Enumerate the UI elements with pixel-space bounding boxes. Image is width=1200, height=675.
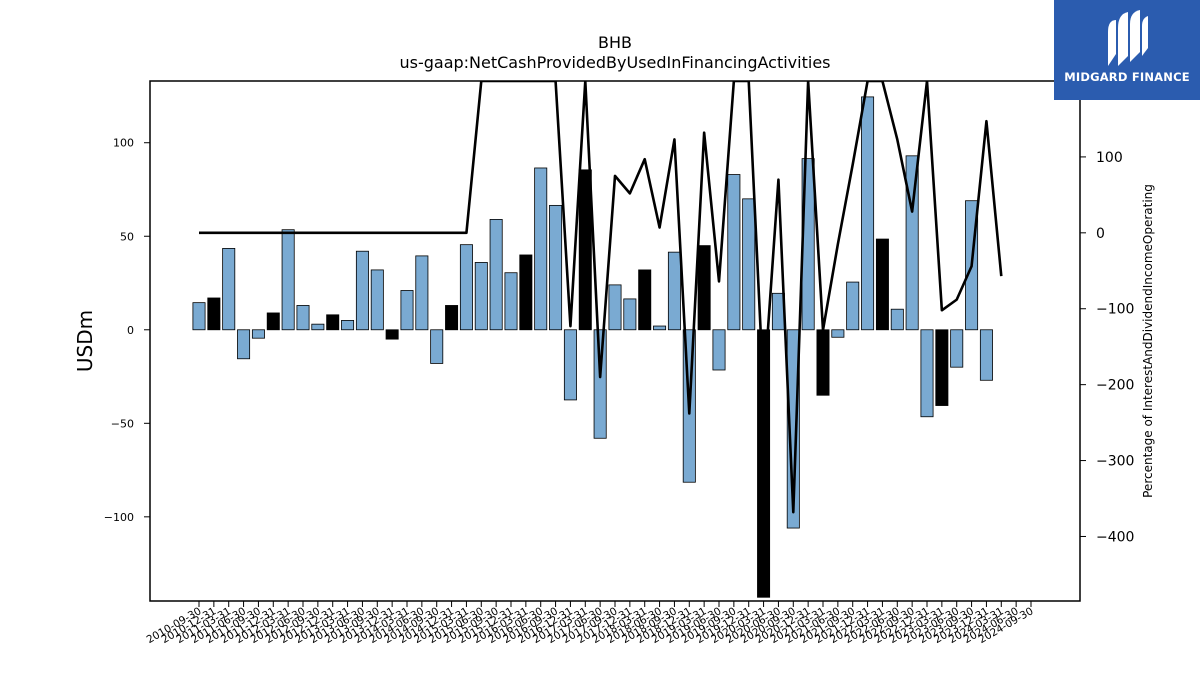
- bar: [489, 219, 503, 331]
- bar: [786, 329, 800, 529]
- bar: [638, 269, 652, 331]
- bar: [534, 167, 548, 331]
- bar: [861, 96, 875, 331]
- bar: [563, 329, 577, 401]
- bar: [370, 269, 384, 331]
- bar-series: [192, 96, 993, 598]
- chart-title: BHB: [598, 33, 632, 52]
- bar: [727, 174, 741, 331]
- x-axis: 2010-09-302010-12-312011-03-312011-06-30…: [145, 601, 1036, 646]
- bar: [251, 329, 265, 339]
- bar: [593, 329, 607, 439]
- y-axis-label: USDm: [73, 310, 97, 372]
- bar: [979, 329, 993, 381]
- secondary-y-axis: −400 −300 −200 −100 0 100: [1080, 150, 1134, 545]
- bar: [281, 229, 295, 331]
- bar: [890, 308, 904, 331]
- y2-tick-label: −200: [1096, 378, 1134, 394]
- bar: [296, 305, 310, 331]
- y2-tick-label: −400: [1096, 529, 1134, 545]
- bar: [816, 329, 830, 396]
- bar: [623, 298, 637, 331]
- bar: [549, 204, 563, 331]
- logo-mark-icon: [1108, 10, 1148, 66]
- bar: [445, 305, 459, 331]
- logo-text: MIDGARD FINANCE: [1064, 70, 1190, 84]
- y-tick-label: 0: [127, 324, 134, 337]
- bar: [578, 169, 592, 331]
- bar: [222, 248, 236, 331]
- line-series: [199, 81, 1003, 514]
- bar: [430, 329, 444, 364]
- y2-tick-label: −300: [1096, 454, 1134, 470]
- bar: [608, 284, 622, 331]
- bar: [950, 329, 964, 368]
- bar: [459, 244, 473, 331]
- bar: [237, 329, 251, 360]
- plot-frame: [149, 80, 1081, 602]
- chart-subtitle: us-gaap:NetCashProvidedByUsedInFinancing…: [399, 53, 830, 72]
- bar: [504, 272, 518, 331]
- bar: [207, 297, 221, 331]
- y2-tick-label: 0: [1096, 226, 1105, 242]
- bar: [415, 255, 429, 331]
- bar: [697, 245, 711, 331]
- bar: [653, 325, 667, 331]
- y-tick-label: 50: [120, 230, 134, 243]
- bar: [266, 312, 280, 331]
- bar: [875, 238, 889, 331]
- bar: [712, 329, 726, 371]
- line-path: [199, 81, 1003, 514]
- bar: [355, 250, 369, 331]
- bar: [326, 314, 340, 331]
- y-tick-label: −100: [104, 511, 134, 524]
- bar: [311, 323, 325, 331]
- bar: [920, 329, 934, 418]
- bar: [831, 329, 845, 338]
- y-tick-label: 100: [113, 137, 134, 150]
- y-tick-label: −50: [111, 417, 134, 430]
- bar: [757, 329, 771, 598]
- bar: [474, 262, 488, 331]
- bar: [742, 198, 756, 331]
- bar: [341, 320, 355, 331]
- bar: [385, 329, 399, 340]
- midgard-finance-logo: MIDGARD FINANCE: [1054, 0, 1200, 100]
- bar: [667, 251, 681, 331]
- bar: [519, 254, 533, 331]
- bar: [846, 281, 860, 331]
- y2-tick-label: −100: [1096, 302, 1134, 318]
- bar: [935, 329, 949, 406]
- bar: [400, 290, 414, 331]
- bar: [192, 302, 206, 331]
- y-axis: −100 −50 0 50 100: [104, 137, 150, 524]
- secondary-y-axis-label: Percentage of InterestAndDividendIncomeO…: [1141, 184, 1155, 498]
- y2-tick-label: 100: [1096, 150, 1123, 166]
